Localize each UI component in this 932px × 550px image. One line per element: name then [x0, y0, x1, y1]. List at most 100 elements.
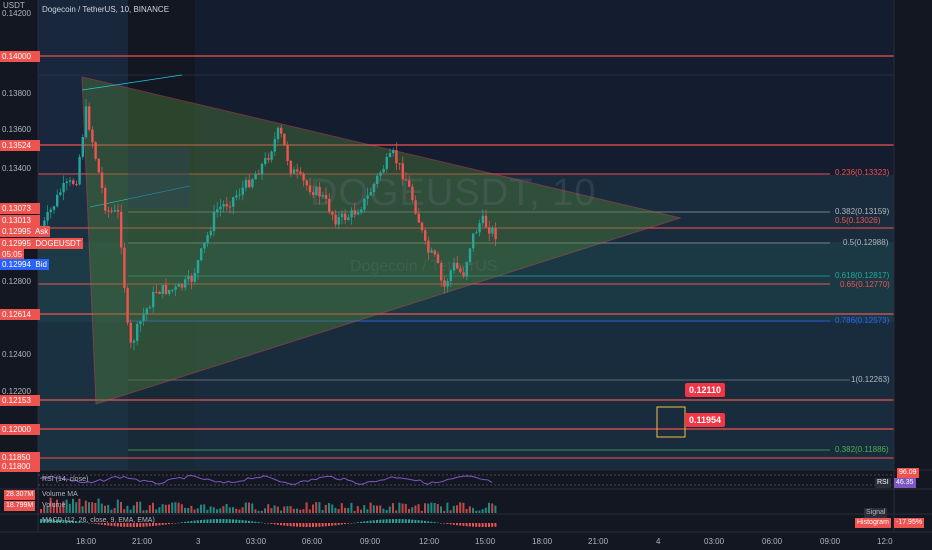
candle: [283, 133, 286, 146]
macd-title[interactable]: MACD (12, 26, close, 9, EMA, EMA): [42, 517, 155, 524]
candle: [244, 179, 248, 188]
candle: [379, 172, 382, 176]
macd-bar: [81, 522, 84, 523]
volume-bar: [360, 509, 362, 513]
volume-label[interactable]: Volume: [42, 502, 66, 509]
volume-bar: [280, 510, 282, 513]
volume-bar: [344, 507, 346, 513]
volume-bar: [68, 503, 71, 513]
candle: [228, 206, 232, 208]
trend-line: [81, 74, 183, 91]
macd-bar: [193, 520, 196, 523]
volume-bar: [46, 505, 49, 513]
macd-bar: [216, 519, 218, 523]
candle: [452, 262, 456, 271]
rsi-badge-label: RSI: [875, 478, 891, 488]
candle: [344, 213, 347, 220]
candle: [180, 283, 184, 288]
rsi-upper: 96.09: [897, 468, 919, 478]
macd-bar: [369, 520, 372, 523]
volume-bar: [340, 503, 343, 513]
rsi-line: [39, 475, 493, 485]
macd-bar: [120, 523, 122, 527]
candle: [392, 150, 395, 154]
candle: [65, 181, 68, 184]
macd-bar: [353, 522, 356, 524]
macd-bar: [187, 521, 190, 523]
price-tick: 0.13600: [2, 125, 31, 134]
candle: [177, 283, 180, 287]
fib-label: 1(0.12263): [851, 375, 890, 384]
volume-bar: [212, 507, 215, 513]
volume-bar: [334, 507, 337, 513]
fib-label: 0.5(0.12988): [843, 238, 889, 247]
candle: [296, 169, 299, 172]
macd-bar: [446, 523, 449, 524]
fib-fill: [38, 242, 894, 322]
candle: [84, 106, 88, 138]
macd-bar: [78, 521, 81, 523]
candle: [494, 227, 497, 240]
candle: [449, 270, 452, 282]
candle: [145, 308, 148, 315]
volume-bar: [200, 504, 202, 513]
time-tick: 03:00: [246, 537, 267, 546]
candle: [248, 179, 251, 188]
volume-bar: [113, 508, 116, 513]
volume-bar: [132, 505, 135, 513]
volume-bar: [62, 501, 65, 513]
volume-bar: [142, 510, 145, 513]
countdown-badge: 05:05: [0, 249, 25, 260]
macd-bar: [97, 523, 100, 525]
macd-bar: [308, 523, 311, 527]
macd-bar: [366, 521, 369, 523]
volume-bar: [273, 505, 276, 513]
candle: [315, 186, 318, 196]
rsi-title[interactable]: RSI (14, close): [42, 476, 89, 483]
unit-label: USDT: [3, 1, 25, 10]
volume-bar: [81, 506, 84, 513]
candle: [433, 250, 436, 255]
volume-bar: [328, 503, 330, 513]
volume-bar: [78, 498, 81, 513]
macd-bar: [376, 519, 378, 523]
fib-fill: [38, 175, 894, 470]
candle: [462, 272, 465, 277]
volume-bar: [136, 501, 138, 513]
volume-bar: [222, 506, 225, 513]
fib-label: 0.786(0.12573): [835, 316, 890, 325]
symbol-header[interactable]: Dogecoin / TetherUS, 10, BINANCE: [42, 5, 170, 14]
volume-bar: [65, 499, 68, 513]
candle: [398, 163, 401, 165]
candle: [254, 173, 257, 180]
candle: [187, 275, 190, 280]
macd-bar: [395, 519, 398, 523]
macd-bar: [206, 519, 209, 523]
macd-bar: [334, 523, 337, 526]
volume-bar: [488, 502, 490, 513]
macd-bar: [436, 522, 439, 524]
macd-bar: [161, 523, 164, 525]
macd-bar: [219, 519, 222, 523]
candle: [52, 206, 56, 210]
macd-bar: [46, 519, 49, 523]
price-callout[interactable]: 0.11954: [685, 413, 726, 427]
candle: [366, 195, 369, 199]
candle: [302, 173, 305, 181]
fib-label: 0.618(0.12817): [835, 271, 890, 280]
volume-ma-label[interactable]: Volume MA: [42, 491, 78, 498]
price-callout[interactable]: 0.12110: [685, 383, 726, 397]
macd-bar: [222, 519, 225, 523]
macd-bar: [228, 519, 231, 523]
candle: [225, 204, 228, 207]
volume-bar: [302, 509, 305, 513]
volume-bar: [443, 510, 446, 513]
macd-bar: [408, 519, 410, 523]
candle: [436, 254, 440, 264]
macd-bar: [340, 523, 343, 525]
macd-bar: [267, 523, 270, 524]
volume-bar: [356, 506, 359, 513]
time-tick: 3: [196, 537, 201, 546]
